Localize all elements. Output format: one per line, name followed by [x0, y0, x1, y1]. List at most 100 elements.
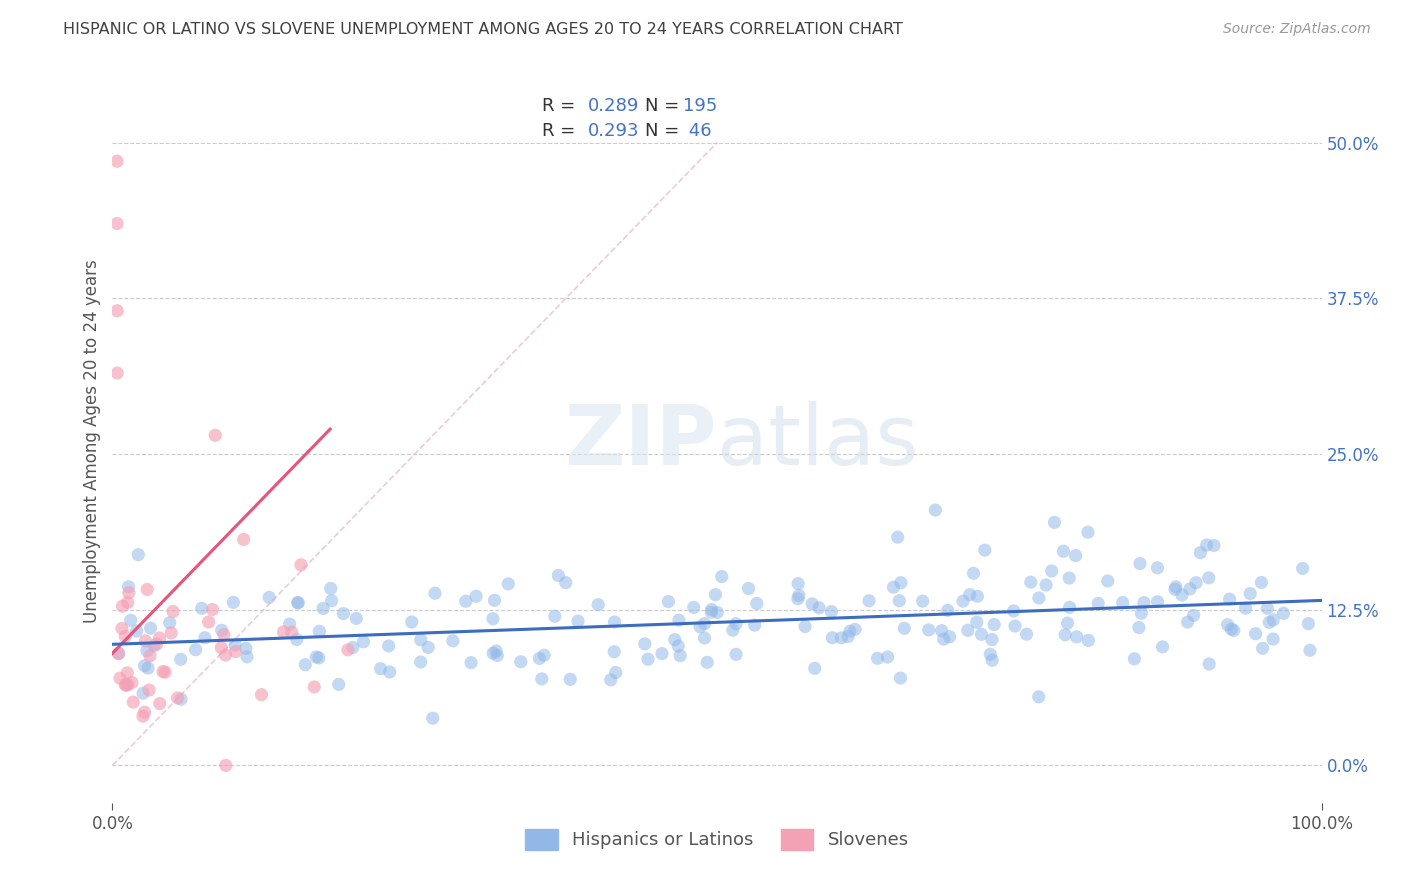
Point	[721, 623, 744, 637]
Point	[134, 705, 156, 719]
Text: N =: N =	[644, 96, 685, 114]
Point	[710, 569, 733, 583]
Point	[1146, 561, 1168, 575]
Point	[1258, 615, 1281, 630]
Point	[1234, 601, 1257, 615]
Point	[105, 366, 128, 380]
Text: HISPANIC OR LATINO VS SLOVENE UNEMPLOYMENT AMONG AGES 20 TO 24 YEARS CORRELATION: HISPANIC OR LATINO VS SLOVENE UNEMPLOYME…	[63, 22, 903, 37]
Point	[866, 651, 889, 665]
Point	[1028, 591, 1050, 605]
Point	[689, 620, 711, 634]
Text: Source: ZipAtlas.com: Source: ZipAtlas.com	[1223, 22, 1371, 37]
Point	[952, 594, 974, 608]
Point	[135, 644, 157, 658]
Point	[281, 625, 304, 640]
Point	[1040, 564, 1063, 578]
Point	[308, 624, 330, 639]
Point	[134, 658, 156, 673]
Text: 0.293: 0.293	[588, 122, 640, 140]
Point	[890, 575, 912, 590]
Point	[287, 596, 309, 610]
Point	[1129, 557, 1152, 571]
Point	[153, 665, 176, 680]
Point	[1054, 628, 1077, 642]
Point	[794, 619, 817, 633]
Point	[342, 640, 364, 655]
Point	[134, 633, 156, 648]
Point	[409, 632, 432, 647]
Point	[737, 582, 759, 596]
Point	[724, 616, 747, 631]
Point	[1250, 575, 1272, 590]
Point	[634, 637, 657, 651]
Point	[1097, 574, 1119, 588]
Point	[1292, 561, 1315, 575]
Point	[637, 652, 659, 666]
Point	[114, 629, 136, 643]
Point	[120, 613, 142, 627]
Point	[1015, 627, 1038, 641]
Point	[893, 621, 915, 635]
Point	[744, 618, 766, 632]
Point	[725, 648, 748, 662]
Point	[107, 647, 129, 661]
Point	[586, 598, 609, 612]
Point	[1087, 597, 1109, 611]
Point	[132, 686, 155, 700]
Point	[336, 643, 359, 657]
Point	[801, 597, 824, 611]
Point	[121, 675, 143, 690]
Point	[285, 632, 308, 647]
Point	[651, 647, 673, 661]
Point	[319, 582, 342, 596]
Point	[1198, 571, 1220, 585]
Point	[693, 631, 716, 645]
Point	[981, 653, 1004, 667]
Point	[603, 615, 626, 629]
Point	[554, 575, 576, 590]
Point	[145, 637, 167, 651]
Point	[1128, 620, 1150, 634]
Point	[787, 576, 810, 591]
Point	[956, 624, 979, 638]
Text: R =: R =	[541, 96, 581, 114]
Point	[509, 655, 531, 669]
Point	[378, 665, 401, 679]
Point	[1223, 624, 1246, 638]
Point	[460, 656, 482, 670]
Point	[149, 697, 172, 711]
Point	[139, 621, 162, 635]
Point	[344, 611, 367, 625]
Point	[215, 758, 238, 772]
Point	[423, 586, 446, 600]
Point	[418, 640, 440, 655]
Point	[821, 631, 844, 645]
Point	[599, 673, 621, 687]
Point	[108, 671, 131, 685]
Point	[105, 303, 128, 318]
Point	[1130, 606, 1153, 620]
Point	[838, 624, 860, 639]
Point	[236, 649, 259, 664]
Point	[224, 644, 246, 658]
Point	[117, 595, 139, 609]
Legend: Hispanics or Latinos, Slovenes: Hispanics or Latinos, Slovenes	[516, 820, 918, 859]
Point	[312, 601, 335, 615]
Point	[530, 672, 553, 686]
Point	[290, 558, 312, 572]
Point	[966, 615, 988, 630]
Point	[979, 648, 1001, 662]
Point	[441, 633, 464, 648]
Point	[1066, 630, 1088, 644]
Point	[1064, 549, 1087, 563]
Point	[882, 580, 904, 594]
Point	[1112, 596, 1135, 610]
Point	[1189, 546, 1212, 560]
Point	[485, 644, 508, 658]
Point	[1198, 657, 1220, 671]
Point	[138, 683, 160, 698]
Point	[1239, 586, 1261, 600]
Point	[1052, 544, 1074, 558]
Point	[160, 626, 183, 640]
Point	[693, 616, 716, 631]
